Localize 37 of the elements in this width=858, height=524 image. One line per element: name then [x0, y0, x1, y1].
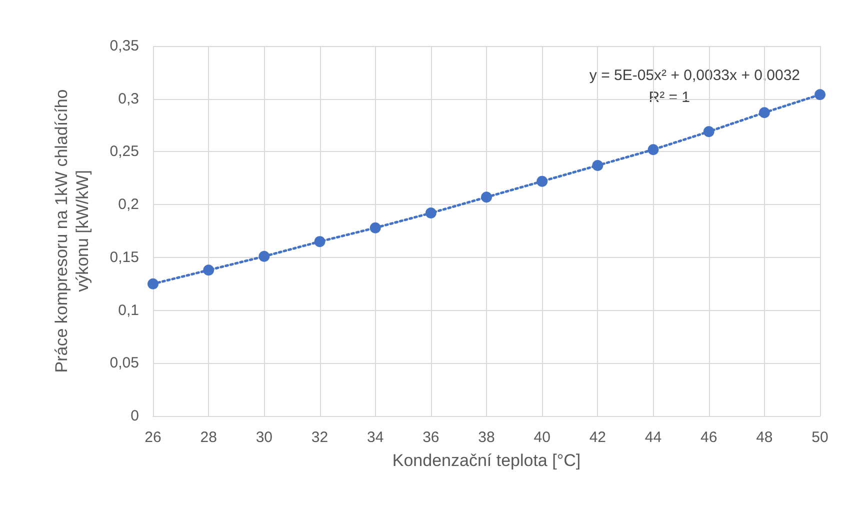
x-tick-label: 44	[644, 429, 662, 446]
x-tick-label: 32	[311, 429, 328, 446]
y-tick-label: 0,15	[110, 248, 139, 266]
x-axis-title: Kondenzační teplota [°C]	[392, 451, 581, 470]
x-tick-label: 36	[422, 429, 440, 446]
annotation: y = 5E-05x² + 0,0033x + 0,0032	[589, 67, 800, 84]
y-tick-label: 0,3	[118, 90, 139, 108]
x-tick-label: 48	[756, 429, 773, 446]
point	[814, 89, 826, 100]
point	[703, 126, 714, 138]
x-tick-label: 28	[200, 429, 217, 446]
point	[370, 222, 381, 234]
y-tick-label: 0,35	[110, 38, 139, 54]
x-tick-label: 38	[478, 429, 495, 446]
y-tick-label: 0	[130, 408, 139, 424]
point	[148, 278, 158, 290]
point	[314, 236, 326, 248]
point	[536, 176, 548, 187]
point	[592, 160, 604, 171]
x-tick-label: 46	[700, 429, 718, 446]
point	[481, 192, 492, 203]
point	[758, 107, 770, 118]
x-tick-label: 26	[144, 429, 162, 446]
y-tick-label: 0,25	[110, 143, 139, 160]
x-tick-label: 50	[812, 429, 828, 446]
y-tick-label: 0,05	[110, 354, 139, 372]
y-tick-label: 0,1	[118, 302, 139, 319]
point	[648, 144, 659, 156]
y-axis-title: Práce kompresoru na 1kW chladícího výkonu [kW/kW]	[52, 89, 92, 373]
x-tick-label: 30	[256, 429, 273, 446]
point	[425, 208, 436, 219]
point	[258, 250, 270, 262]
y-tick-label: 0,2	[118, 196, 139, 214]
x-tick-label: 40	[534, 429, 550, 446]
point	[203, 264, 214, 276]
x-tick-label: 42	[589, 429, 606, 446]
x-tick-label: 34	[366, 429, 384, 446]
